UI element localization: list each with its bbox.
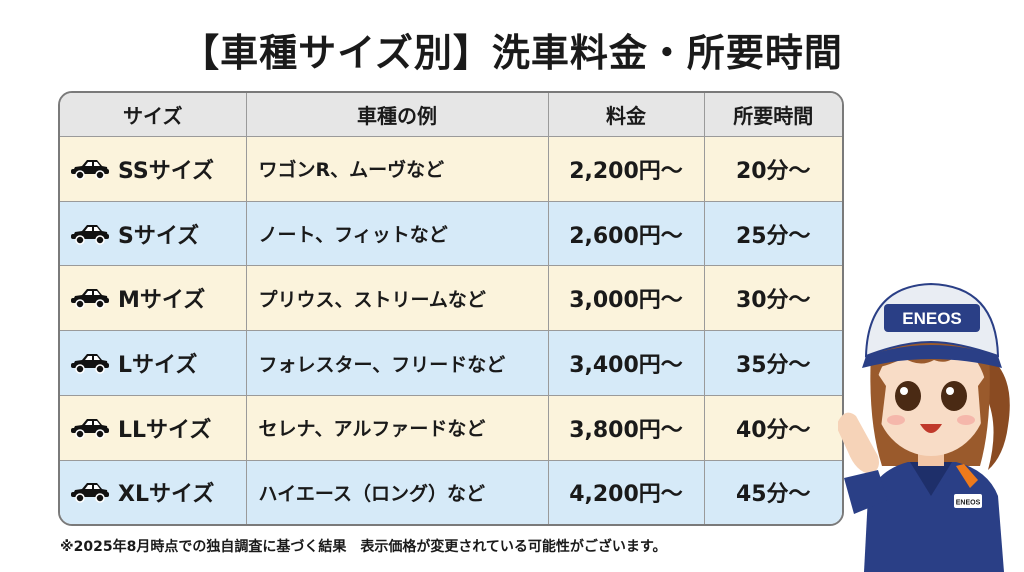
- time-cell: 45分〜: [703, 459, 842, 524]
- disclaimer-note: ※2025年8月時点での独自調査に基づく結果 表示価格が変更されている可能性がご…: [60, 539, 667, 555]
- size-label: SSサイズ: [118, 158, 215, 184]
- time-cell: 25分〜: [703, 200, 842, 267]
- table-row: SSサイズ ワゴンR、ムーヴなど 2,200円〜 20分〜: [60, 136, 842, 202]
- car-icon: [71, 418, 109, 439]
- cap-logo-text: ENEOS: [902, 309, 962, 328]
- header-price: 料金: [547, 93, 705, 137]
- time-cell: 40分〜: [703, 394, 842, 461]
- example-cell: フォレスター、フリードなど: [245, 330, 549, 396]
- price-cell: 3,000円〜: [547, 265, 705, 332]
- example-cell: プリウス、ストリームなど: [245, 265, 549, 332]
- header-example: 車種の例: [245, 93, 549, 137]
- table-row: XLサイズ ハイエース（ロング）など 4,200円〜 45分〜: [60, 459, 842, 524]
- header-time: 所要時間: [703, 93, 842, 137]
- table-row: Sサイズ ノート、フィットなど 2,600円〜 25分〜: [60, 200, 842, 267]
- table-row: Mサイズ プリウス、ストリームなど 3,000円〜 30分〜: [60, 265, 842, 332]
- size-cell: Mサイズ: [60, 265, 247, 332]
- size-cell: LLサイズ: [60, 394, 247, 461]
- price-cell: 2,600円〜: [547, 200, 705, 267]
- price-table: サイズ 車種の例 料金 所要時間 SSサイズ ワゴンR、ムーヴなど 2,200円…: [58, 91, 844, 526]
- time-cell: 35分〜: [703, 330, 842, 396]
- table-row: LLサイズ セレナ、アルファードなど 3,800円〜 40分〜: [60, 394, 842, 461]
- example-cell: ハイエース（ロング）など: [245, 459, 549, 524]
- car-icon: [71, 289, 109, 310]
- page-title: 【車種サイズ別】洗車料金・所要時間: [181, 31, 843, 75]
- price-cell: 3,400円〜: [547, 330, 705, 396]
- car-icon: [71, 224, 109, 245]
- mascot-illustration: ENEOS ENEOS: [838, 274, 1024, 572]
- time-cell: 20分〜: [703, 136, 842, 202]
- size-label: Sサイズ: [118, 223, 200, 249]
- car-icon: [71, 354, 109, 374]
- size-label: Lサイズ: [118, 353, 198, 379]
- example-cell: ノート、フィットなど: [245, 200, 549, 267]
- car-icon: [71, 483, 109, 504]
- size-label: Mサイズ: [118, 288, 206, 314]
- header-size: サイズ: [60, 93, 247, 137]
- price-cell: 2,200円〜: [547, 136, 705, 202]
- example-cell: ワゴンR、ムーヴなど: [245, 136, 549, 202]
- size-label: LLサイズ: [118, 417, 212, 443]
- size-cell: XLサイズ: [60, 459, 247, 524]
- price-cell: 4,200円〜: [547, 459, 705, 524]
- chest-badge: [954, 494, 982, 508]
- car-icon: [71, 159, 109, 180]
- table-header-row: サイズ 車種の例 料金 所要時間: [60, 93, 842, 137]
- chest-badge-text: ENEOS: [956, 500, 981, 507]
- cap-logo: [884, 304, 980, 332]
- size-cell: Lサイズ: [60, 330, 247, 396]
- price-cell: 3,800円〜: [547, 394, 705, 461]
- example-cell: セレナ、アルファードなど: [245, 394, 549, 461]
- size-cell: SSサイズ: [60, 136, 247, 202]
- table-row: Lサイズ フォレスター、フリードなど 3,400円〜 35分〜: [60, 330, 842, 396]
- time-cell: 30分〜: [703, 265, 842, 332]
- size-cell: Sサイズ: [60, 200, 247, 267]
- size-label: XLサイズ: [118, 482, 215, 508]
